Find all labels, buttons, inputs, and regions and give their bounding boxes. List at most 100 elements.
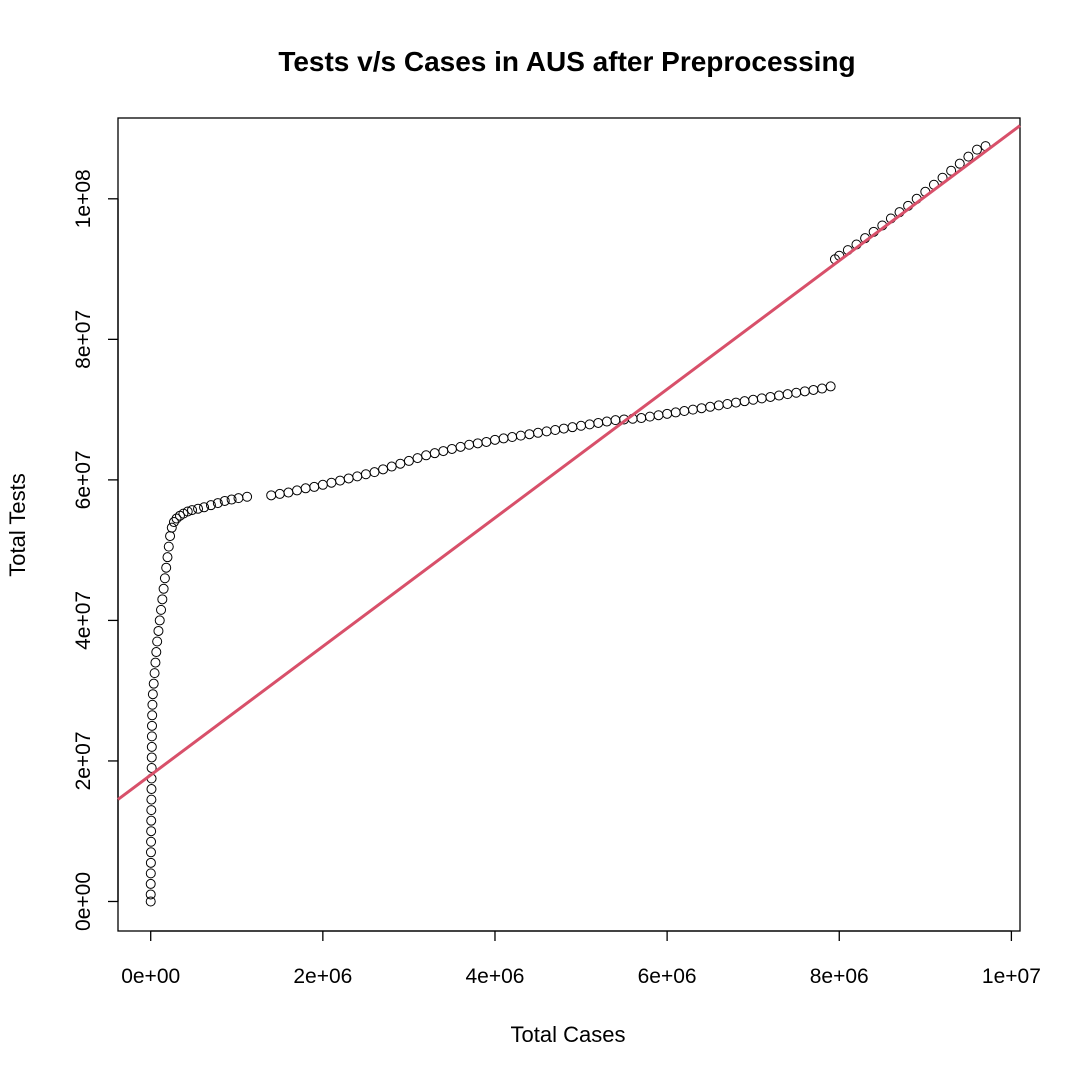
data-point <box>146 731 157 742</box>
data-point <box>152 636 163 647</box>
data-point <box>146 815 157 826</box>
data-point <box>145 857 156 868</box>
data-point <box>679 406 690 417</box>
data-point <box>233 493 244 504</box>
data-point <box>696 403 707 414</box>
data-point <box>292 485 303 496</box>
data-point <box>147 699 158 710</box>
data-point <box>158 583 169 594</box>
data-point <box>199 502 210 513</box>
data-point <box>421 450 432 461</box>
data-point <box>739 396 750 407</box>
data-point <box>145 889 156 900</box>
data-point <box>146 741 157 752</box>
x-tick-label: 0e+00 <box>121 965 180 988</box>
data-point <box>524 429 535 440</box>
data-point <box>149 668 160 679</box>
data-point <box>782 389 793 400</box>
data-point <box>403 455 414 466</box>
data-point <box>187 505 198 516</box>
data-point <box>515 430 526 441</box>
y-tick-label: 0e+00 <box>72 872 95 931</box>
data-point <box>576 420 587 431</box>
y-axis-label: Total Tests <box>5 473 30 577</box>
data-point <box>212 498 223 509</box>
data-point <box>799 386 810 397</box>
data-point <box>147 720 157 731</box>
data-point <box>165 531 176 542</box>
data-points <box>145 141 991 907</box>
data-point <box>507 432 518 443</box>
data-point <box>774 390 785 401</box>
data-point <box>748 394 759 405</box>
data-point <box>148 678 159 689</box>
data-point <box>226 494 237 505</box>
data-point <box>765 391 776 402</box>
data-point <box>343 473 354 484</box>
data-point <box>274 488 285 499</box>
data-point <box>550 424 561 435</box>
data-point <box>662 408 673 419</box>
y-tick-label: 2e+07 <box>72 731 95 790</box>
data-point <box>567 422 578 433</box>
data-point <box>162 552 173 563</box>
y-tick-label: 8e+07 <box>72 310 95 369</box>
data-point <box>791 387 802 398</box>
data-point <box>145 868 156 879</box>
data-point <box>541 426 552 437</box>
data-point <box>150 657 161 668</box>
data-point <box>156 604 167 615</box>
y-tick-label: 6e+07 <box>72 450 95 509</box>
data-point <box>205 500 216 511</box>
data-point <box>145 847 156 858</box>
data-point <box>954 158 965 169</box>
data-point <box>722 398 733 409</box>
data-point <box>636 413 647 424</box>
data-point <box>174 510 185 521</box>
data-point <box>166 522 177 533</box>
data-point <box>610 415 621 426</box>
data-point <box>352 471 363 482</box>
data-point <box>808 384 819 395</box>
data-point <box>558 423 569 434</box>
data-point <box>971 144 982 155</box>
data-point <box>369 467 380 478</box>
data-point <box>147 689 158 700</box>
data-point <box>360 469 371 480</box>
data-point <box>705 401 716 412</box>
data-point <box>219 495 230 506</box>
fit-line <box>117 124 1021 801</box>
data-point <box>533 427 544 438</box>
x-tick-label: 8e+06 <box>810 965 869 988</box>
chart-title: Tests v/s Cases in AUS after Preprocessi… <box>278 46 855 77</box>
data-point <box>378 464 389 475</box>
x-tick-label: 1e+07 <box>982 965 1041 988</box>
x-tick-label: 6e+06 <box>638 965 697 988</box>
data-point <box>147 710 158 721</box>
data-point <box>151 647 162 658</box>
data-point <box>817 383 828 394</box>
data-point <box>730 397 741 408</box>
data-point <box>145 878 156 889</box>
data-point <box>146 836 157 847</box>
data-point <box>326 477 337 488</box>
data-point <box>242 491 253 502</box>
data-point <box>146 752 157 763</box>
data-point <box>182 506 193 517</box>
data-point <box>584 419 595 430</box>
data-point <box>283 487 294 498</box>
data-point <box>266 490 277 501</box>
data-point <box>687 404 698 415</box>
data-point <box>395 458 406 469</box>
regression-line <box>117 124 1021 801</box>
data-point <box>146 784 157 795</box>
data-point <box>146 794 157 805</box>
y-axis: 0e+00 2e+07 4e+07 6e+07 8e+07 1e+08 <box>72 169 119 931</box>
data-point <box>438 446 449 457</box>
plot-border <box>117 117 1021 932</box>
data-point <box>498 433 509 444</box>
data-point <box>593 417 604 428</box>
data-point <box>317 479 328 490</box>
data-point <box>644 411 655 422</box>
